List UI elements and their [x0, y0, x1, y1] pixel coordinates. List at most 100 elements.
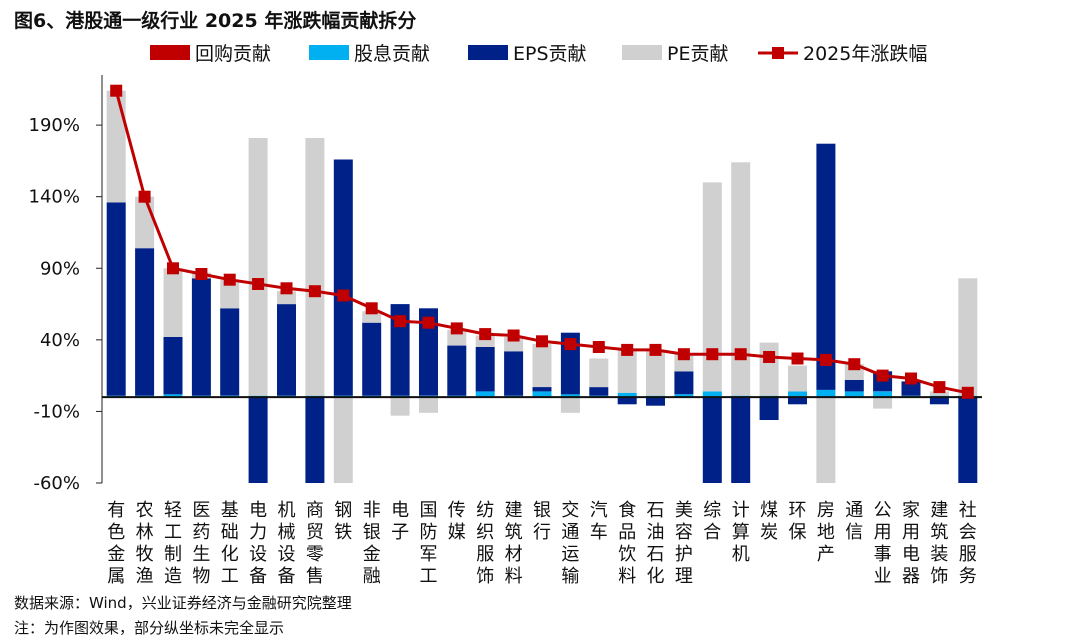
- point-综合: [706, 348, 719, 361]
- category-label-房地产: 房地产: [817, 500, 835, 565]
- legend-marker-2025年涨跌幅: [772, 47, 784, 59]
- category-label-轻工制造: 轻工制造: [164, 500, 182, 587]
- category-label-纺织服饰: 纺织服饰: [476, 500, 494, 587]
- point-纺织服饰: [479, 328, 492, 341]
- point-社会服务: [961, 386, 974, 399]
- bar-EPS贡献-社会服务: [958, 397, 978, 483]
- bar-PE贡献-社会服务: [958, 278, 978, 396]
- bar-股息贡献-交通运输: [560, 394, 580, 398]
- bar-PE贡献-电力设备: [248, 138, 268, 396]
- bar-PE贡献-建筑装饰: [929, 391, 949, 396]
- bar-PE贡献-综合: [702, 182, 722, 392]
- bar-EPS贡献-基础化工: [220, 308, 240, 396]
- bar-股息贡献-公用事业: [873, 391, 893, 398]
- point-汽车: [592, 341, 605, 353]
- point-传媒: [450, 322, 463, 335]
- category-label-电子: 电子: [391, 500, 409, 543]
- y-tick-label: -60%: [33, 473, 80, 494]
- bar-EPS贡献-传媒: [447, 345, 467, 396]
- point-美容护理: [677, 348, 690, 361]
- category-label-计算机: 计算机: [732, 500, 750, 565]
- legend-swatch-股息贡献: [309, 45, 349, 60]
- category-label-国防军工: 国防军工: [420, 500, 438, 587]
- point-国防军工: [422, 316, 435, 329]
- point-轻工制造: [167, 262, 179, 275]
- point-基础化工: [223, 273, 236, 286]
- bar-PE贡献-电子: [390, 397, 410, 416]
- bar-EPS贡献-医药生物: [191, 278, 211, 396]
- point-通信: [848, 358, 861, 371]
- bar-EPS贡献-房地产: [816, 143, 836, 390]
- legend-label-2025年涨跌幅: 2025年涨跌幅: [803, 43, 927, 65]
- category-label-有色金属: 有色金属: [107, 500, 125, 587]
- chart-title: 图6、港股通一级行业 2025 年涨跌幅贡献拆分: [14, 10, 417, 32]
- bar-PE贡献-轻工制造: [163, 268, 183, 337]
- point-电力设备: [252, 278, 265, 290]
- category-label-电力设备: 电力设备: [249, 500, 267, 587]
- legend-label-股息贡献: 股息贡献: [354, 43, 430, 65]
- category-label-综合: 综合: [703, 500, 721, 543]
- bar-PE贡献-计算机: [731, 162, 751, 396]
- point-煤炭: [763, 351, 776, 363]
- bar-股息贡献-房地产: [816, 389, 836, 398]
- bar-PE贡献-银行: [532, 344, 552, 387]
- point-钢铁: [337, 289, 350, 302]
- bar-PE贡献-交通运输: [560, 397, 580, 413]
- y-tick-label: 40%: [40, 330, 80, 351]
- bar-PE贡献-国防军工: [419, 397, 438, 413]
- bar-PE贡献-商贸零售: [305, 138, 325, 396]
- bar-EPS贡献-计算机: [731, 397, 751, 483]
- category-label-通信: 通信: [845, 500, 863, 543]
- category-label-机械设备: 机械设备: [278, 500, 296, 587]
- y-tick-label: 140%: [29, 187, 80, 208]
- bar-PE贡献-环保: [788, 365, 807, 392]
- bar-EPS贡献-机械设备: [277, 304, 296, 396]
- bar-EPS贡献-通信: [844, 379, 864, 392]
- category-label-交通运输: 交通运输: [561, 500, 579, 587]
- category-label-农林牧渔: 农林牧渔: [136, 500, 154, 587]
- bar-股息贡献-通信: [844, 391, 864, 398]
- category-label-商贸零售: 商贸零售: [306, 500, 324, 587]
- bar-股息贡献-美容护理: [674, 394, 694, 398]
- point-银行: [536, 335, 548, 348]
- bar-EPS贡献-石油石化: [646, 397, 665, 406]
- point-家用电器: [905, 372, 917, 385]
- bar-股息贡献-环保: [788, 391, 807, 398]
- legend-swatch-EPS贡献: [468, 45, 508, 60]
- category-label-钢铁: 钢铁: [334, 500, 352, 543]
- bar-EPS贡献-建筑材料: [504, 351, 524, 396]
- legend-label-PE贡献: PE贡献: [667, 43, 728, 65]
- bar-EPS贡献-纺织服饰: [475, 347, 495, 392]
- point-计算机: [734, 348, 747, 361]
- point-食品饮料: [621, 343, 634, 356]
- y-tick-label: -10%: [33, 401, 80, 422]
- bar-EPS贡献-商贸零售: [305, 397, 325, 483]
- legend: 回购贡献 股息贡献 EPS贡献 PE贡献 2025年涨跌幅: [150, 43, 927, 65]
- bar-EPS贡献-农林牧渔: [135, 248, 155, 396]
- bar-EPS贡献-钢铁: [333, 159, 353, 396]
- y-tick-label: 90%: [40, 258, 80, 279]
- point-非银金融: [365, 302, 378, 315]
- axes: -60% -10% 40% 90% 140% 190%: [29, 75, 982, 494]
- bar-EPS贡献-建筑装饰: [929, 397, 949, 405]
- point-公用事业: [876, 369, 889, 382]
- bar-EPS贡献-汽车: [589, 387, 609, 396]
- legend-label-EPS贡献: EPS贡献: [513, 43, 587, 65]
- point-交通运输: [564, 338, 577, 351]
- point-建筑装饰: [933, 381, 946, 394]
- category-label-食品饮料: 食品饮料: [618, 500, 636, 587]
- category-label-建筑材料: 建筑材料: [505, 500, 523, 587]
- bar-EPS贡献-美容护理: [674, 371, 694, 395]
- point-建筑材料: [507, 329, 520, 342]
- y-tick-label: 190%: [29, 115, 80, 136]
- bar-PE贡献-房地产: [816, 397, 836, 483]
- category-label-煤炭: 煤炭: [760, 500, 778, 543]
- bar-EPS贡献-银行: [532, 387, 552, 392]
- legend-label-回购贡献: 回购贡献: [195, 43, 271, 65]
- category-label-传媒: 传媒: [448, 500, 466, 543]
- bar-EPS贡献-非银金融: [362, 322, 382, 396]
- category-label-医药生物: 医药生物: [192, 500, 210, 587]
- bar-PE贡献-汽车: [589, 358, 609, 388]
- bar-PE贡献-基础化工: [220, 279, 240, 309]
- category-label-美容护理: 美容护理: [675, 500, 693, 587]
